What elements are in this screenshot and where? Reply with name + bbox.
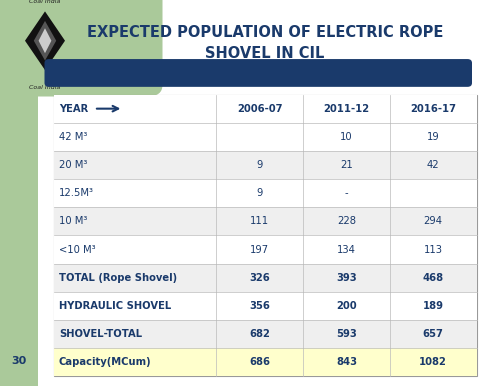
Text: 356: 356: [250, 301, 270, 311]
Text: 30: 30: [11, 356, 26, 366]
Text: 468: 468: [422, 273, 444, 283]
Text: 189: 189: [422, 301, 444, 311]
Text: 593: 593: [336, 329, 357, 339]
Text: <10 M³: <10 M³: [59, 245, 96, 254]
Text: 10: 10: [340, 132, 352, 142]
Text: Coal India: Coal India: [30, 85, 60, 90]
Text: 19: 19: [427, 132, 440, 142]
Text: 393: 393: [336, 273, 356, 283]
Text: Capacity(MCum): Capacity(MCum): [59, 357, 152, 367]
Text: Coal India: Coal India: [30, 0, 60, 4]
Text: 843: 843: [336, 357, 357, 367]
Text: 682: 682: [250, 329, 270, 339]
Text: 228: 228: [337, 217, 356, 226]
Text: 2011-12: 2011-12: [324, 104, 370, 113]
Bar: [54, 264, 476, 292]
Text: TOTAL (Rope Shovel): TOTAL (Rope Shovel): [59, 273, 177, 283]
Text: YEAR: YEAR: [59, 104, 88, 113]
Bar: [54, 95, 476, 123]
Text: 1082: 1082: [419, 357, 447, 367]
Text: 2006-07: 2006-07: [237, 104, 282, 113]
Text: SHOVEL-TOTAL: SHOVEL-TOTAL: [59, 329, 142, 339]
Text: 200: 200: [336, 301, 356, 311]
Bar: [54, 348, 476, 376]
Text: 686: 686: [249, 357, 270, 367]
FancyBboxPatch shape: [22, 0, 162, 96]
Text: EXPECTED POPULATION OF ELECTRIC ROPE: EXPECTED POPULATION OF ELECTRIC ROPE: [87, 25, 443, 40]
Text: 657: 657: [422, 329, 444, 339]
Text: 111: 111: [250, 217, 270, 226]
Bar: [54, 292, 476, 320]
Text: SHOVEL IN CIL: SHOVEL IN CIL: [206, 46, 324, 61]
Text: 20 M³: 20 M³: [59, 160, 88, 170]
Text: 294: 294: [424, 217, 442, 226]
Text: 21: 21: [340, 160, 353, 170]
Text: 12.5M³: 12.5M³: [59, 188, 94, 198]
Polygon shape: [25, 12, 65, 70]
Polygon shape: [34, 21, 56, 61]
Bar: [54, 320, 476, 348]
Bar: [38, 0, 148, 85]
Bar: [54, 235, 476, 264]
Text: 326: 326: [250, 273, 270, 283]
Bar: [54, 95, 476, 376]
Bar: [54, 151, 476, 179]
Text: 197: 197: [250, 245, 270, 254]
Text: 9: 9: [256, 160, 263, 170]
Bar: [54, 207, 476, 235]
Text: -: -: [344, 188, 348, 198]
Text: HYDRAULIC SHOVEL: HYDRAULIC SHOVEL: [59, 301, 171, 311]
Polygon shape: [38, 28, 52, 53]
FancyBboxPatch shape: [44, 59, 472, 87]
Text: 2016-17: 2016-17: [410, 104, 456, 113]
Text: 113: 113: [424, 245, 442, 254]
Text: 42 M³: 42 M³: [59, 132, 88, 142]
Text: 10 M³: 10 M³: [59, 217, 88, 226]
Text: 42: 42: [427, 160, 440, 170]
Bar: [54, 123, 476, 151]
Text: 9: 9: [256, 188, 263, 198]
Bar: [0, 0, 38, 386]
Text: 134: 134: [337, 245, 356, 254]
Bar: [54, 179, 476, 207]
